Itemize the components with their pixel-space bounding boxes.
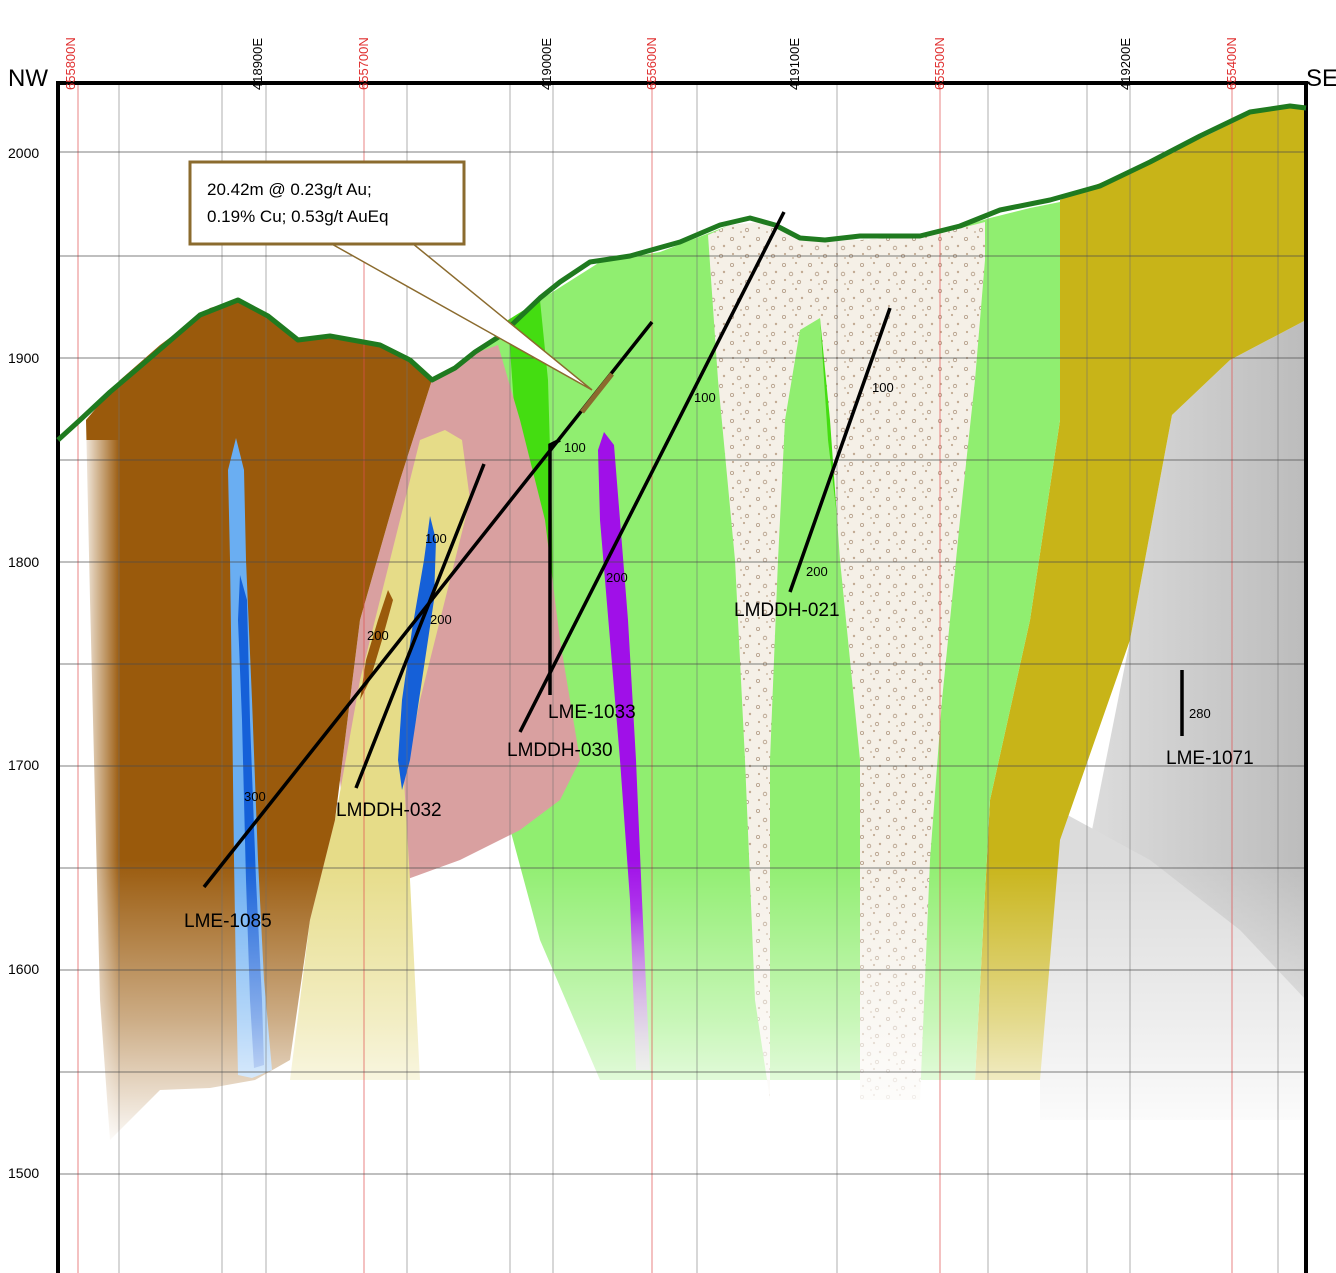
easting-label: 418900E — [250, 38, 265, 90]
depth-label: 200 — [806, 564, 828, 579]
northing-label: 655500N — [932, 37, 947, 90]
bright-green-unit — [508, 300, 555, 740]
drillhole-lmddh-030-trace — [518, 211, 786, 733]
depth-label: 200 — [606, 570, 628, 585]
elevation-label: 1900 — [8, 350, 39, 366]
elevation-label: 1700 — [8, 757, 39, 773]
brown-wisp — [360, 590, 393, 700]
depth-label: 100 — [694, 390, 716, 405]
elevation-label: 2000 — [8, 145, 39, 161]
depth-label: 100 — [425, 531, 447, 546]
direction-se: SE — [1306, 65, 1336, 92]
depth-label: 300 — [244, 789, 266, 804]
callout-box — [188, 160, 466, 246]
drillhole-label-lmddh-021: LMDDH-021 — [734, 600, 840, 621]
depth-fade — [58, 860, 1306, 1150]
northing-label: 655600N — [644, 37, 659, 90]
easting-label: 419100E — [787, 38, 802, 90]
easting-label: 419200E — [1118, 38, 1133, 90]
depth-label: 100 — [872, 380, 894, 395]
direction-nw: NW — [8, 65, 48, 92]
drillholes — [202, 211, 1184, 889]
drillhole-label-lme-1033: LME-1033 — [548, 702, 636, 723]
elevation-label: 1600 — [8, 961, 39, 977]
northing-label: 655700N — [356, 37, 371, 90]
depth-label: 280 — [1189, 706, 1211, 721]
depth-label: 200 — [367, 628, 389, 643]
drillhole-label-lmddh-032: LMDDH-032 — [336, 800, 442, 821]
drillhole-lmddh-021-trace — [788, 307, 892, 593]
callout-line-1: 20.42m @ 0.23g/t Au; — [207, 180, 372, 199]
mineralised-interval — [580, 372, 614, 414]
topography-line — [56, 103, 1307, 442]
drillhole-lme-1033-trace — [548, 438, 561, 695]
elevation-label: 1800 — [8, 554, 39, 570]
drillhole-label-lme-1071: LME-1071 — [1166, 748, 1254, 769]
olive-unit — [975, 105, 1306, 1080]
depth-label: 100 — [564, 440, 586, 455]
section-frame — [56, 81, 1308, 1273]
northing-label: 655800N — [63, 37, 78, 90]
northing-label: 655400N — [1224, 37, 1239, 90]
drillhole-label-lme-1085: LME-1085 — [184, 911, 272, 932]
easting-label: 419000E — [539, 38, 554, 90]
drillhole-label-lmddh-030: LMDDH-030 — [507, 740, 613, 761]
callout-line-2: 0.19% Cu; 0.53g/t AuEq — [207, 207, 388, 226]
depth-label: 200 — [430, 612, 452, 627]
elevation-label: 1500 — [8, 1165, 39, 1181]
drillhole-lmddh-032-trace — [354, 463, 486, 789]
